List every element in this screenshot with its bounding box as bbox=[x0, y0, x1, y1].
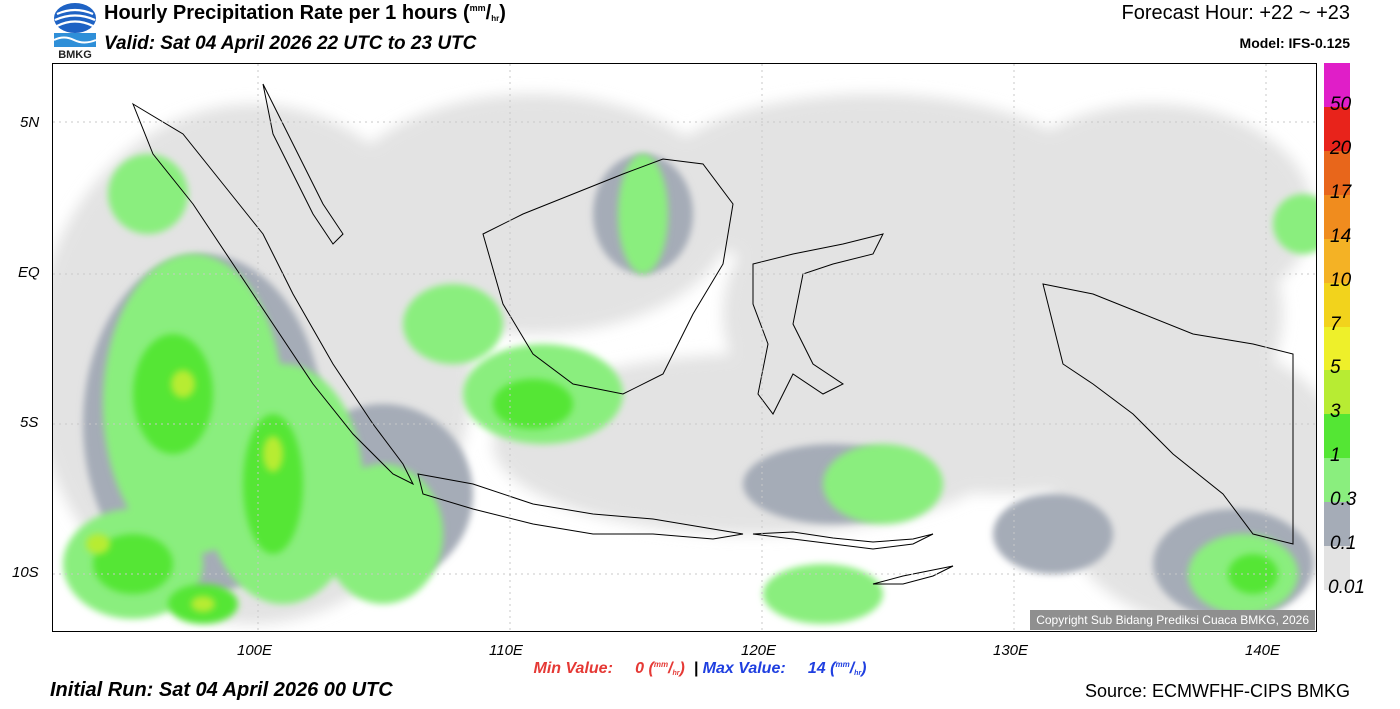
colorbar-segment bbox=[1324, 458, 1350, 503]
min-value: 0 bbox=[635, 660, 645, 677]
colorbar-segment bbox=[1324, 282, 1350, 327]
colorbar bbox=[1324, 63, 1350, 591]
lat-tick-5s: 5S bbox=[20, 414, 39, 431]
min-max-values: Min Value: 0 (mm/hr) | Max Value: 14 (mm… bbox=[533, 660, 867, 677]
title-close: ) bbox=[499, 2, 506, 24]
colorbar-segment bbox=[1324, 546, 1350, 591]
page-title: Hourly Precipitation Rate per 1 hours (m… bbox=[104, 2, 506, 24]
title-unit-denominator: hr bbox=[491, 14, 500, 23]
initial-run: Initial Run: Sat 04 April 2026 00 UTC bbox=[50, 679, 393, 701]
max-label: Max Value: bbox=[702, 660, 786, 677]
colorbar-label: 0.3 bbox=[1330, 489, 1357, 511]
valid-time: Valid: Sat 04 April 2026 22 UTC to 23 UT… bbox=[104, 33, 477, 54]
colorbar-segment bbox=[1324, 502, 1350, 547]
colorbar-segment bbox=[1324, 194, 1350, 240]
colorbar-segment bbox=[1324, 238, 1350, 284]
source-label: Source: ECMWFHF-CIPS BMKG bbox=[1084, 681, 1350, 701]
max-unit-den: hr bbox=[854, 670, 862, 677]
colorbar-label: 7 bbox=[1330, 313, 1341, 335]
colorbar-label: 17 bbox=[1330, 181, 1352, 203]
lat-tick-eq: EQ bbox=[18, 264, 40, 281]
colorbar-segment bbox=[1324, 326, 1350, 371]
lon-tick-130e: 130E bbox=[993, 642, 1029, 659]
title-text: Hourly Precipitation Rate per 1 hours ( bbox=[104, 2, 470, 24]
colorbar-label: 50 bbox=[1330, 93, 1352, 115]
colorbar-label: 3 bbox=[1330, 401, 1341, 423]
min-unit-den: hr bbox=[672, 670, 680, 677]
colorbar-label: 0.01 bbox=[1328, 577, 1365, 598]
lon-tick-100e: 100E bbox=[237, 642, 273, 659]
colorbar-label: 10 bbox=[1330, 269, 1352, 291]
colorbar-label: 0.1 bbox=[1330, 533, 1357, 555]
lat-tick-10s: 10S bbox=[12, 564, 39, 581]
logo-text: BMKG bbox=[58, 49, 92, 60]
gridlines bbox=[53, 64, 1316, 631]
precipitation-map[interactable]: Copyright Sub Bidang Prediksi Cuaca BMKG… bbox=[52, 63, 1317, 632]
colorbar-segment bbox=[1324, 63, 1350, 108]
max-unit-num: mm bbox=[835, 660, 850, 669]
lon-tick-120e: 120E bbox=[741, 642, 777, 659]
bmkg-logo: BMKG bbox=[52, 2, 98, 61]
colorbar-label: 1 bbox=[1330, 445, 1341, 467]
title-unit-numerator: mm bbox=[469, 3, 486, 13]
colorbar-segment bbox=[1324, 106, 1350, 152]
precip-3-area bbox=[86, 370, 283, 612]
forecast-hour: Forecast Hour: +22 ~ +23 bbox=[1121, 2, 1350, 24]
lon-tick-140e: 140E bbox=[1245, 642, 1281, 659]
colorbar-segment bbox=[1324, 414, 1350, 459]
max-value: 14 bbox=[807, 660, 826, 677]
map-canvas bbox=[53, 64, 1316, 631]
min-unit-num: mm bbox=[653, 660, 669, 669]
lon-tick-110e: 110E bbox=[489, 642, 523, 659]
coastlines bbox=[131, 83, 1294, 585]
model-label: Model: IFS-0.125 bbox=[1239, 35, 1350, 51]
lat-tick-5n: 5N bbox=[20, 114, 40, 131]
copyright-notice: Copyright Sub Bidang Prediksi Cuaca BMKG… bbox=[1030, 610, 1315, 630]
colorbar-segment bbox=[1324, 150, 1350, 196]
colorbar-label: 5 bbox=[1330, 357, 1341, 379]
min-label: Min Value: bbox=[533, 660, 613, 677]
colorbar-segment bbox=[1324, 370, 1350, 415]
separator: | bbox=[693, 660, 699, 677]
bmkg-logo-icon: BMKG bbox=[53, 3, 97, 61]
colorbar-label: 20 bbox=[1330, 137, 1352, 159]
colorbar-label: 14 bbox=[1330, 225, 1352, 247]
